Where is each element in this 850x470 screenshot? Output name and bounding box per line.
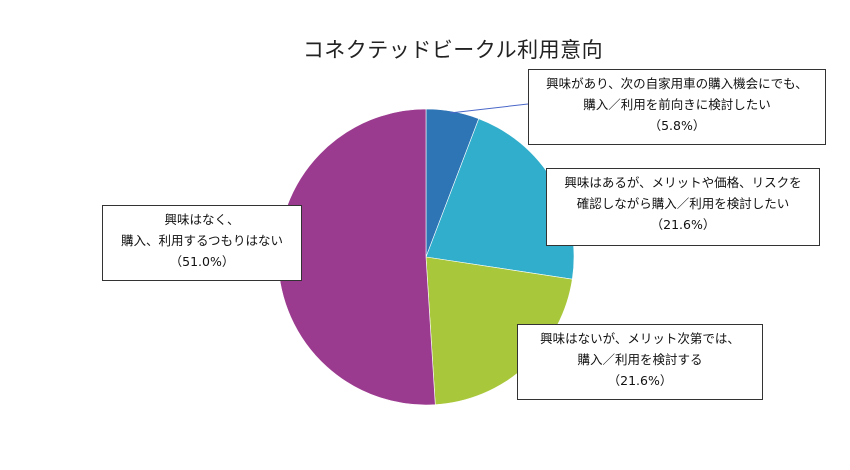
pie-slices — [277, 108, 575, 406]
slice-label-1-percent: （21.6%） — [650, 217, 716, 232]
slice-label-3-line-2: 購入、利用するつもりはない — [120, 233, 283, 248]
slice-label-1-line-2: 確認しながら購入／利用を検討したい — [576, 196, 790, 211]
slice-label-3-percent: （51.0%） — [169, 254, 235, 269]
slice-label-2-line-2: 購入／利用を検討する — [577, 352, 703, 367]
slice-label-3: 興味はなく、 購入、利用するつもりはない （51.0%） — [102, 205, 302, 281]
leader-line-0 — [449, 103, 529, 114]
slice-label-1: 興味はあるが、メリットや価格、リスクを 確認しながら購入／利用を検討したい （2… — [546, 168, 820, 246]
slice-label-0-line-2: 購入／利用を前向きに検討したい — [583, 97, 771, 112]
slice-label-2: 興味はないが、メリット次第では、 購入／利用を検討する （21.6%） — [517, 324, 763, 400]
chart-title: コネクテッドビークル利用意向 — [302, 38, 604, 62]
slice-label-2-percent: （21.6%） — [607, 373, 673, 388]
slice-label-1-line-1: 興味はあるが、メリットや価格、リスクを — [564, 175, 802, 190]
slice-label-3-line-1: 興味はなく、 — [164, 212, 240, 227]
slice-label-0-percent: （5.8%） — [648, 118, 706, 133]
slice-label-2-line-1: 興味はないが、メリット次第では、 — [540, 331, 740, 346]
slice-label-0: 興味があり、次の自家用車の購入機会にでも、 購入／利用を前向きに検討したい （5… — [528, 69, 826, 145]
slice-label-0-line-1: 興味があり、次の自家用車の購入機会にでも、 — [546, 76, 808, 91]
